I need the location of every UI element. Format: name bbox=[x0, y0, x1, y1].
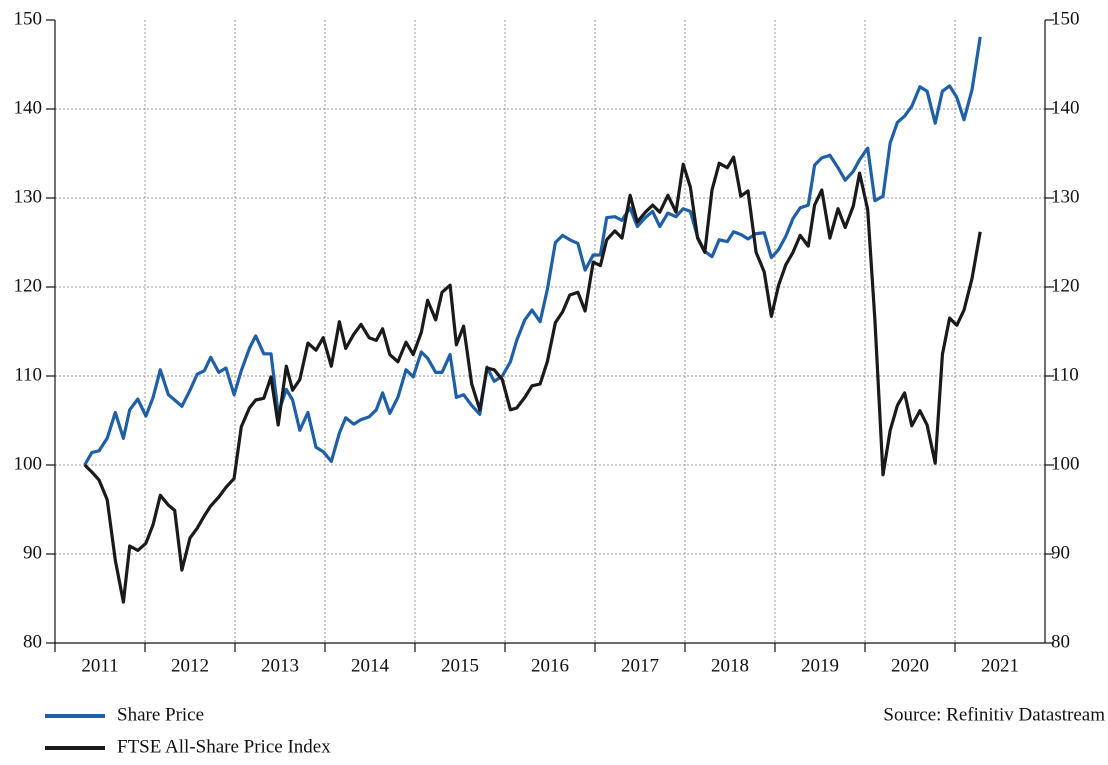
series-line bbox=[83, 155, 982, 604]
x-tick-label: 2019 bbox=[801, 655, 839, 676]
y2-tick-label: 80 bbox=[1051, 631, 1070, 652]
legend-label: Share Price bbox=[117, 704, 204, 725]
x-tick-label: 2015 bbox=[441, 655, 479, 676]
y-tick-label: 130 bbox=[14, 186, 43, 207]
y2-tick-label: 130 bbox=[1051, 186, 1080, 207]
x-tick-label: 2018 bbox=[711, 655, 749, 676]
y2-tick-label: 140 bbox=[1051, 97, 1080, 118]
legend-label: FTSE All-Share Price Index bbox=[117, 736, 331, 757]
x-tick-label: 2012 bbox=[171, 655, 209, 676]
y2-tick-label: 90 bbox=[1051, 542, 1070, 563]
y-tick-label: 100 bbox=[14, 453, 43, 474]
source-note: Source: Refinitiv Datastream bbox=[883, 704, 1105, 725]
y2-tick-label: 150 bbox=[1051, 8, 1080, 29]
x-tick-label: 2020 bbox=[891, 655, 929, 676]
x-tick-label: 2011 bbox=[81, 655, 118, 676]
y-tick-label: 120 bbox=[14, 275, 43, 296]
y2-tick-label: 120 bbox=[1051, 275, 1080, 296]
y-tick-label: 140 bbox=[14, 97, 43, 118]
y2-tick-label: 100 bbox=[1051, 453, 1080, 474]
x-tick-label: 2013 bbox=[261, 655, 299, 676]
y-tick-label: 80 bbox=[23, 631, 42, 652]
y2-tick-label: 110 bbox=[1051, 364, 1079, 385]
x-tick-label: 2021 bbox=[981, 655, 1019, 676]
y-tick-label: 150 bbox=[14, 8, 43, 29]
y-tick-label: 90 bbox=[23, 542, 42, 563]
series-line bbox=[83, 36, 982, 466]
x-tick-label: 2017 bbox=[621, 655, 659, 676]
x-tick-label: 2016 bbox=[531, 655, 569, 676]
x-tick-label: 2014 bbox=[351, 655, 390, 676]
y-tick-label: 110 bbox=[14, 364, 42, 385]
